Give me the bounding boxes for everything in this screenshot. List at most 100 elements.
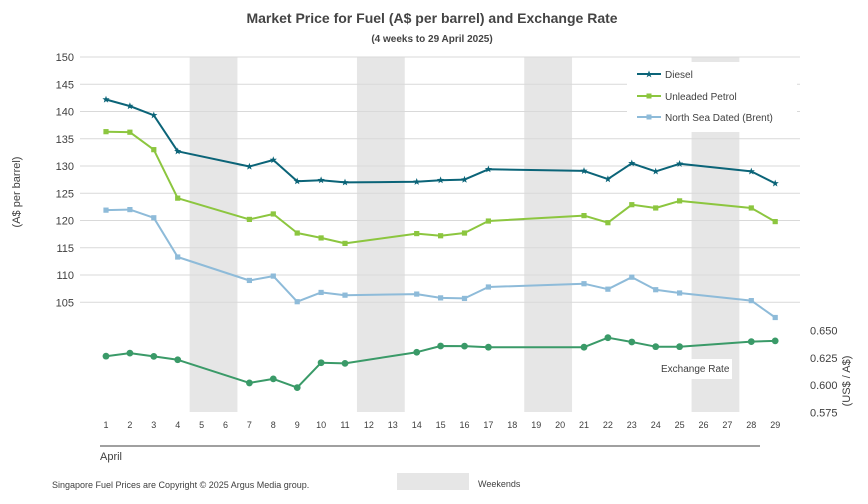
data-point-north-sea-dated-brent — [629, 274, 635, 280]
data-point-north-sea-dated-brent — [103, 207, 109, 213]
data-point-exchange-rate — [747, 338, 755, 346]
data-point-north-sea-dated-brent — [653, 287, 659, 293]
data-point-unleaded-petrol — [414, 230, 420, 237]
gridlines — [80, 56, 800, 303]
legend-petrol-marker — [646, 93, 652, 99]
data-point-unleaded-petrol — [246, 216, 252, 223]
data-point-unleaded-petrol — [438, 233, 444, 239]
data-point-north-sea-dated-brent — [581, 281, 587, 287]
data-point-north-sea-dated-brent — [772, 314, 778, 321]
data-point-diesel — [652, 167, 660, 175]
data-point-north-sea-dated-brent — [677, 290, 683, 296]
series-line-unleaded-petrol — [105, 130, 776, 245]
x-tick-label: 16 — [459, 420, 469, 430]
y-tick-label: 150 — [56, 52, 74, 64]
data-point-diesel — [484, 165, 492, 173]
x-tick-label: 15 — [436, 420, 446, 430]
x-tick-label: 26 — [698, 420, 708, 430]
data-point-unleaded-petrol — [461, 230, 468, 236]
data-point-exchange-rate — [437, 342, 444, 350]
legend-label-petrol: Unleaded Petrol — [665, 92, 737, 103]
data-point-exchange-rate — [628, 338, 636, 346]
x-tick-label: 2 — [127, 420, 132, 430]
data-point-diesel — [676, 160, 684, 167]
y-tick-label: 110 — [56, 270, 74, 282]
x-tick-label: 23 — [627, 420, 637, 430]
y-tick-label: 125 — [56, 188, 74, 200]
x-tick-label: 25 — [675, 420, 685, 430]
data-point-diesel — [126, 102, 134, 110]
data-point-north-sea-dated-brent — [270, 273, 276, 279]
series-line-diesel — [105, 98, 776, 185]
data-point-north-sea-dated-brent — [461, 295, 468, 302]
chart-title: Market Price for Fuel (A$ per barrel) an… — [246, 10, 617, 26]
x-tick-label: 21 — [579, 420, 589, 430]
data-point-diesel — [269, 156, 277, 164]
data-point-diesel — [174, 147, 182, 155]
data-point-diesel — [102, 95, 110, 103]
series-unleaded-petrol — [103, 129, 778, 246]
series-lines — [102, 95, 779, 392]
legend-diesel-marker — [645, 70, 653, 78]
data-point-north-sea-dated-brent — [414, 291, 420, 297]
data-point-diesel — [460, 175, 469, 183]
data-point-unleaded-petrol — [677, 198, 683, 204]
x-tick-label: 27 — [722, 420, 732, 430]
y2-tick-label: 0.575 — [810, 407, 838, 419]
data-point-north-sea-dated-brent — [318, 289, 324, 296]
data-point-unleaded-petrol — [342, 240, 348, 246]
x-tick-label: 1 — [103, 420, 108, 430]
data-point-exchange-rate — [317, 359, 325, 367]
y2-axis-label: (US$ / A$) — [841, 356, 853, 407]
data-point-exchange-rate — [150, 352, 158, 360]
x-tick-label: 8 — [271, 420, 276, 430]
x-axis-ticks: 1 2 3 4 5 6 7 8 9 10 11 12 13 14 15 16 17 18 19 20 21 22 23 24 2… — [103, 420, 780, 430]
data-point-north-sea-dated-brent — [127, 207, 133, 213]
data-point-diesel — [437, 176, 445, 184]
data-point-exchange-rate — [580, 343, 588, 351]
x-tick-label: 19 — [531, 420, 541, 430]
y2-tick-label: 0.600 — [810, 380, 838, 392]
legend-label-diesel: Diesel — [665, 70, 693, 81]
data-point-diesel — [580, 167, 588, 174]
data-point-north-sea-dated-brent — [342, 292, 348, 298]
data-point-diesel — [604, 175, 612, 183]
weekend-legend-label: Weekends — [478, 479, 521, 489]
x-tick-label: 14 — [412, 420, 422, 430]
x-tick-label: 22 — [603, 420, 613, 430]
data-point-diesel — [341, 178, 349, 186]
data-point-unleaded-petrol — [127, 129, 133, 135]
data-point-unleaded-petrol — [581, 212, 587, 219]
x-tick-label: 12 — [364, 420, 374, 430]
data-point-diesel — [413, 178, 421, 185]
data-point-diesel — [317, 176, 325, 184]
data-point-unleaded-petrol — [485, 218, 491, 224]
y-axis-label: (A$ per barrel) — [11, 157, 23, 228]
data-point-exchange-rate — [604, 334, 612, 342]
x-tick-label: 3 — [151, 420, 156, 430]
y2-axis-ticks: 0.575 0.600 0.625 0.650 — [810, 326, 838, 420]
data-point-exchange-rate — [461, 342, 468, 350]
data-point-north-sea-dated-brent — [748, 298, 754, 304]
data-point-unleaded-petrol — [748, 205, 754, 211]
data-point-diesel — [245, 162, 253, 170]
x-axis-month-label: April — [100, 451, 122, 463]
x-tick-label: 17 — [483, 420, 493, 430]
x-tick-label: 28 — [746, 420, 756, 430]
data-point-north-sea-dated-brent — [438, 295, 444, 301]
data-point-north-sea-dated-brent — [151, 215, 157, 221]
legend: Diesel Unleaded Petrol North Sea Dated (… — [627, 62, 797, 132]
data-point-unleaded-petrol — [605, 220, 611, 226]
x-tick-label: 20 — [555, 420, 565, 430]
data-point-exchange-rate — [485, 343, 492, 351]
x-tick-label: 11 — [340, 420, 349, 430]
data-point-north-sea-dated-brent — [294, 299, 300, 305]
data-point-exchange-rate — [413, 348, 421, 356]
y-tick-label: 145 — [56, 79, 74, 91]
weekend-band-3 — [524, 57, 573, 412]
data-point-exchange-rate — [341, 359, 349, 367]
data-point-north-sea-dated-brent — [605, 286, 611, 292]
data-point-unleaded-petrol — [175, 195, 181, 201]
data-point-unleaded-petrol — [151, 147, 157, 153]
series-line-north-sea-dated-brent — [105, 208, 776, 319]
